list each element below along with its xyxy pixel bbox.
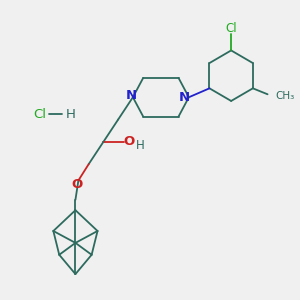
Text: N: N	[126, 89, 137, 102]
Text: Cl: Cl	[33, 108, 46, 121]
Text: N: N	[179, 91, 190, 104]
Text: Cl: Cl	[225, 22, 237, 34]
Text: O: O	[124, 135, 135, 148]
Text: H: H	[136, 139, 145, 152]
Text: H: H	[66, 108, 76, 121]
Text: O: O	[71, 178, 82, 191]
Text: CH₃: CH₃	[275, 91, 294, 101]
